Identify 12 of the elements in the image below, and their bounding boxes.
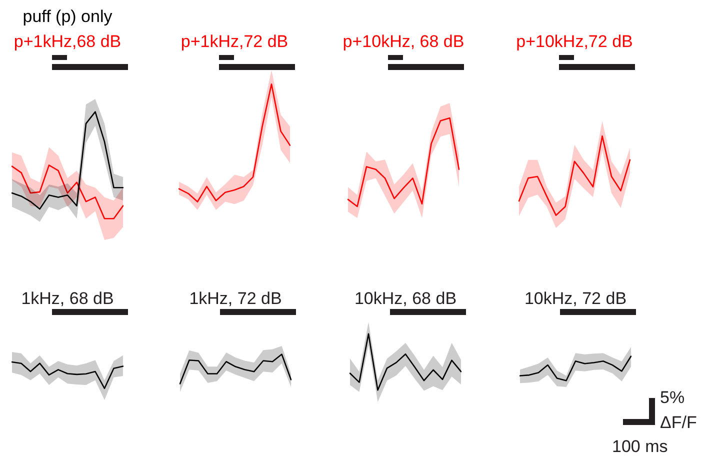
- text: p+10kHz,72 dB: [516, 32, 633, 51]
- chart-title: 10kHz, 72 dB: [524, 289, 627, 308]
- chart-title: 1kHz, 72 dB: [189, 289, 282, 308]
- text: puff (p) only: [22, 7, 113, 26]
- text: p+1kHz,68 dB: [14, 32, 122, 51]
- text: p+10kHz, 68 dB: [342, 32, 464, 51]
- text: 5%: [660, 388, 685, 407]
- text: p+1kHz,72 dB: [180, 32, 288, 51]
- chart-title: 10kHz, 68 dB: [354, 289, 457, 308]
- text: ΔF/F: [660, 413, 697, 432]
- text: 100 ms: [612, 437, 668, 456]
- chart-title: 1kHz, 68 dB: [21, 289, 114, 308]
